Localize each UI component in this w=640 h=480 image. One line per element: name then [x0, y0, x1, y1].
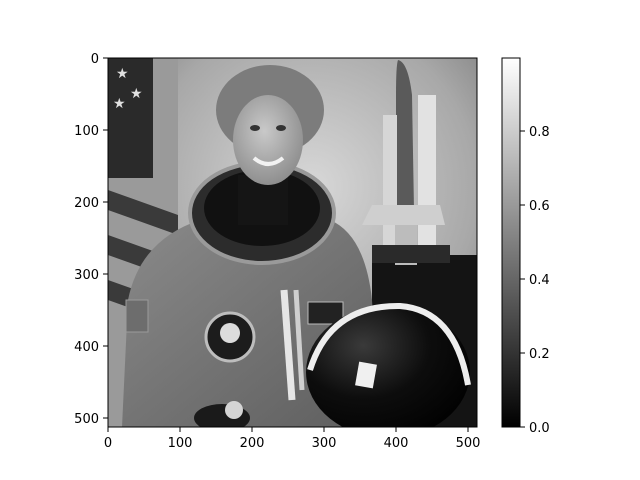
colorbar: 0.0 0.2 0.4 0.6 0.8 — [501, 57, 550, 436]
astronaut-image: ★ ★ ★ — [108, 58, 477, 427]
shuttle-model — [362, 60, 450, 265]
colorbar-tick-label: 0.2 — [529, 347, 550, 362]
name-patch — [307, 301, 344, 325]
x-tick-label: 400 — [384, 436, 409, 451]
arm-patch — [125, 299, 149, 333]
y-tick-label: 100 — [74, 124, 99, 139]
y-tick-label: 400 — [74, 340, 99, 355]
y-axis: 0 100 200 300 400 500 — [74, 52, 108, 427]
y-tick-label: 300 — [74, 268, 99, 283]
colorbar-tick-label: 0.6 — [529, 199, 550, 214]
x-tick-label: 200 — [240, 436, 265, 451]
colorbar-tick-label: 0.8 — [529, 125, 550, 140]
x-axis: 0 100 200 300 400 500 — [104, 427, 481, 451]
x-tick-label: 300 — [312, 436, 337, 451]
svg-text:★: ★ — [116, 66, 129, 82]
helmet — [306, 306, 470, 427]
x-tick-label: 0 — [104, 436, 112, 451]
svg-text:★: ★ — [130, 86, 143, 102]
colorbar-tick-label: 0.4 — [529, 273, 550, 288]
svg-text:★: ★ — [113, 96, 126, 112]
colorbar-tick-label: 0.0 — [529, 421, 550, 436]
x-tick-label: 500 — [456, 436, 481, 451]
y-tick-label: 0 — [91, 52, 99, 67]
y-tick-label: 200 — [74, 196, 99, 211]
colorbar-gradient — [501, 57, 521, 428]
x-tick-label: 100 — [168, 436, 193, 451]
axes-frame — [107, 57, 478, 428]
y-tick-label: 500 — [74, 412, 99, 427]
face — [233, 95, 303, 185]
